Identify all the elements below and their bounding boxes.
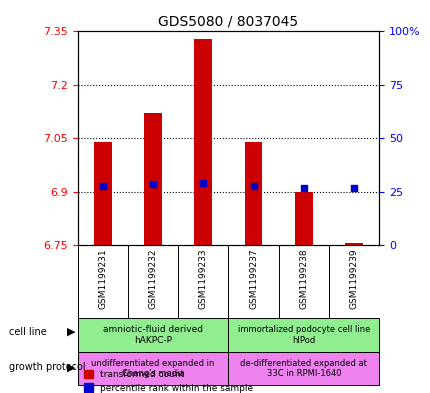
Text: amniotic-fluid derived
hAKPC-P: amniotic-fluid derived hAKPC-P bbox=[103, 325, 203, 345]
Bar bbox=[94, 142, 111, 245]
Title: GDS5080 / 8037045: GDS5080 / 8037045 bbox=[158, 15, 298, 29]
Text: immortalized podocyte cell line
hIPod: immortalized podocyte cell line hIPod bbox=[237, 325, 369, 345]
Text: GSM1199232: GSM1199232 bbox=[148, 248, 157, 309]
Bar bbox=[144, 113, 161, 245]
Text: ▶: ▶ bbox=[67, 327, 75, 337]
Text: undifferentiated expanded in
Chang's media: undifferentiated expanded in Chang's med… bbox=[91, 359, 214, 378]
Text: GSM1199233: GSM1199233 bbox=[198, 248, 207, 309]
Text: GSM1199239: GSM1199239 bbox=[349, 248, 358, 309]
Text: cell line: cell line bbox=[9, 327, 46, 337]
Text: de-differentiated expanded at
33C in RPMI-1640: de-differentiated expanded at 33C in RPM… bbox=[240, 359, 366, 378]
Bar bbox=[295, 191, 312, 245]
Bar bbox=[228, 352, 378, 385]
Bar bbox=[244, 142, 262, 245]
Bar bbox=[228, 318, 378, 352]
Text: GSM1199238: GSM1199238 bbox=[299, 248, 307, 309]
Bar bbox=[77, 352, 228, 385]
Bar bbox=[194, 39, 212, 245]
Text: GSM1199231: GSM1199231 bbox=[98, 248, 107, 309]
Bar bbox=[77, 318, 228, 352]
Bar bbox=[344, 243, 362, 245]
Text: ▶: ▶ bbox=[67, 362, 75, 373]
Text: growth protocol: growth protocol bbox=[9, 362, 85, 373]
Text: GSM1199237: GSM1199237 bbox=[249, 248, 258, 309]
Legend: transformed count, percentile rank within the sample: transformed count, percentile rank withi… bbox=[82, 368, 255, 393]
